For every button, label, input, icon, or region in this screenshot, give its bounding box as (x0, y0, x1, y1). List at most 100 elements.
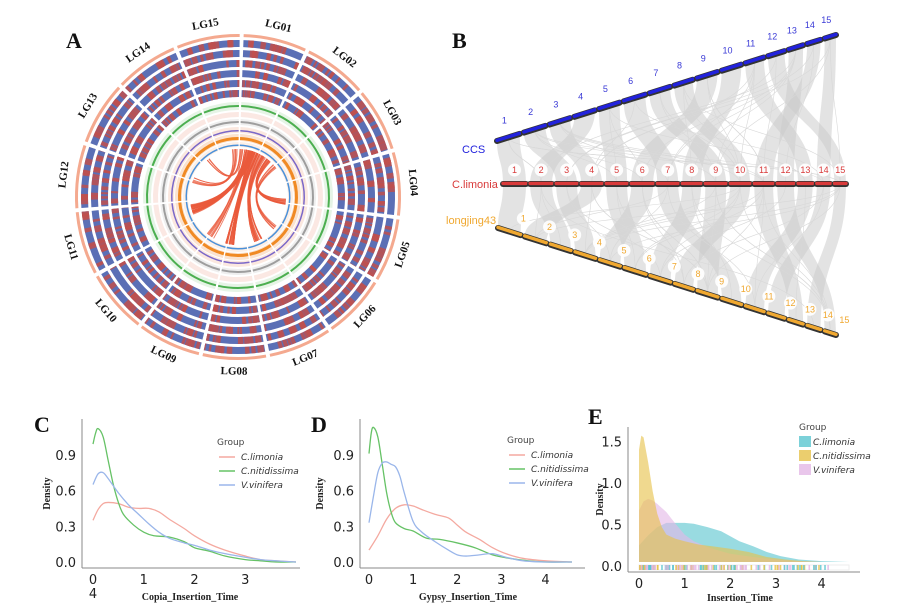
heatmap-stripe (135, 310, 145, 320)
heatmap-stripe (315, 74, 325, 84)
heatmap-stripe (133, 220, 142, 224)
longjing43-chromosome (648, 273, 673, 284)
heatmap-stripe (244, 60, 249, 68)
rug-tick (657, 565, 659, 570)
synteny-ribbon (745, 57, 813, 184)
purple-track-line (175, 151, 190, 175)
blue-track-line (248, 239, 268, 249)
longjing43-chromosome (766, 311, 787, 320)
heatmap-stripe (347, 244, 355, 250)
synteny-ribbons (497, 35, 846, 335)
synteny-thin-link (591, 36, 831, 185)
ccs-chromosome (719, 62, 743, 72)
synteny-thin-link (616, 183, 636, 272)
heatmap-stripe (113, 251, 122, 258)
ccs-chromosome-label: 11 (746, 38, 755, 48)
longjing43-label-bg (821, 308, 835, 322)
heatmap-stripe (81, 184, 89, 189)
heatmap-track (81, 211, 106, 271)
heatmap-stripe (224, 296, 227, 304)
heatmap-stripe (136, 227, 144, 233)
heatmap-stripe (121, 245, 130, 252)
heatmap-stripe (117, 234, 125, 240)
y-tick-label: 0.6 (333, 485, 354, 500)
heatmap-stripe (225, 50, 229, 58)
heatmap-stripe (247, 40, 255, 48)
heatmap-stripe (320, 77, 328, 86)
heatmap-stripe (277, 340, 284, 349)
rug-tick (739, 565, 742, 570)
heatmap-stripe (185, 327, 194, 337)
green-track-bg (321, 170, 333, 208)
heatmap-stripe (339, 129, 349, 138)
heatmap-stripe (283, 101, 291, 110)
heatmap-stripe (354, 166, 363, 172)
synteny-thin-link (508, 137, 542, 185)
heatmap-stripe (312, 72, 319, 81)
heatmap-stripe (163, 281, 170, 289)
synteny-thin-link (566, 183, 611, 264)
heatmap-stripe (267, 53, 272, 61)
heatmap-stripe (156, 109, 165, 118)
gray-track-line (240, 121, 270, 130)
orange-track-bars (181, 156, 197, 178)
climonia-label-bg (534, 163, 548, 177)
synteny-link (255, 164, 275, 230)
rug-tick (824, 565, 826, 570)
heatmap-stripe (363, 228, 371, 235)
heatmap-stripe (100, 141, 109, 148)
orange-track-bars (281, 158, 296, 180)
heatmap-stripe (237, 336, 244, 344)
rug-tick (654, 565, 657, 570)
rug-tick (799, 565, 801, 570)
y-tick-label: 0.9 (333, 449, 354, 464)
heatmap-stripe (299, 310, 306, 318)
heatmap-stripe (107, 124, 117, 132)
heatmap-stripe (334, 296, 342, 304)
heatmap-stripe (333, 138, 341, 145)
heatmap-stripe (367, 141, 376, 149)
heatmap-stripe (293, 107, 299, 115)
x-tick-label: 3 (772, 577, 780, 592)
longjing43-label-bg (783, 296, 797, 310)
heatmap-stripe (176, 73, 183, 81)
heatmap-stripe (308, 69, 315, 78)
rug-tick (686, 565, 689, 570)
heatmap-stripe (344, 137, 352, 143)
ccs-chromosome (622, 92, 648, 103)
pink-track-bg (299, 142, 320, 174)
x-tick-label: 1 (140, 573, 148, 588)
heatmap-stripe (323, 291, 333, 300)
heatmap-stripe (236, 60, 240, 68)
longjing43-chromosome-label: 6 (647, 253, 652, 263)
heatmap-stripe (193, 66, 198, 75)
heatmap-stripe (132, 122, 141, 131)
synteny-ribbon (650, 184, 702, 283)
heatmap-stripe (324, 81, 334, 91)
pink-track-bg (284, 239, 311, 267)
ccs-chromosome-label: 9 (701, 53, 706, 63)
purple-track-line (223, 260, 250, 264)
pink-track-bg (153, 169, 163, 203)
copia-density-chart: 0.0 0.3 0.6 0.9 0 1 2 3 4 Copia_Insertion_Time Den… (42, 419, 300, 603)
y-tick-label: 0.9 (55, 449, 76, 464)
heatmap-stripe (203, 343, 207, 351)
heatmap-stripe (324, 247, 331, 252)
heatmap-stripe (356, 100, 364, 107)
heatmap-stripe (129, 150, 138, 156)
heatmap-stripe (131, 209, 140, 213)
chromosome-label: LG07 (291, 347, 321, 369)
rug-tick (740, 565, 743, 570)
heatmap-stripe (92, 173, 100, 180)
heatmap-stripe (347, 181, 355, 185)
y-tick-label: 1.0 (601, 477, 622, 492)
heatmap-stripe (351, 276, 359, 283)
heatmap-stripe (318, 89, 328, 99)
heatmap-stripe (172, 86, 179, 95)
heatmap-stripe (244, 336, 250, 344)
heatmap-stripe (114, 225, 123, 230)
heatmap-stripe (163, 305, 171, 314)
synteny-thin-link (667, 60, 755, 185)
heatmap-stripe (352, 132, 361, 140)
heatmap-stripe (170, 64, 179, 73)
